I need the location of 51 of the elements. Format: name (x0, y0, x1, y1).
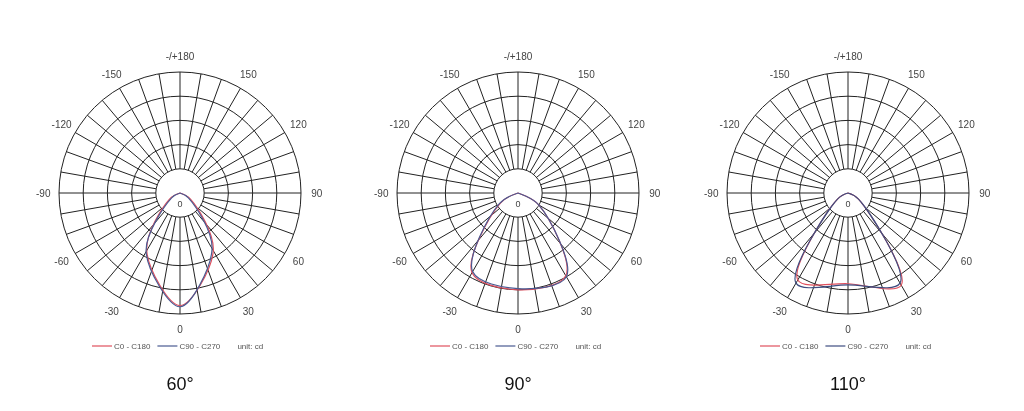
spoke-label: 0 (177, 199, 183, 209)
spoke-label: 150 (578, 69, 596, 81)
text: 90° (504, 374, 532, 394)
spoke-label: -150 (439, 69, 461, 81)
spoke-label: 120 (290, 119, 308, 131)
spoke-label: -150 (101, 69, 123, 81)
legend-label: C90 - C270 (517, 342, 559, 351)
legend-label: C0 - C180 (452, 342, 490, 351)
spoke-label: 120 (628, 119, 646, 131)
legend-label: C0 - C180 (114, 342, 152, 351)
spoke-label: 60 (630, 255, 643, 267)
text: 60° (166, 374, 194, 394)
text: unit: cd (575, 342, 602, 351)
spoke-label: -60 (392, 255, 408, 267)
spoke-label: 0 (515, 199, 521, 209)
spoke-label: -60 (722, 255, 738, 267)
spoke-label: -120 (719, 119, 741, 131)
text: unit: cd (905, 342, 932, 351)
spoke-label: 0 (845, 199, 851, 209)
spoke-label: -150 (769, 69, 791, 81)
legend-label: C90 - C270 (179, 342, 221, 351)
legend-label: C0 - C180 (782, 342, 820, 351)
spoke-label: -/+180 (833, 50, 863, 62)
spoke-label: 90 (311, 187, 323, 199)
spoke-label: 120 (958, 119, 976, 131)
text: 0 (845, 324, 852, 336)
legend-label: C90 - C270 (847, 342, 889, 351)
spoke-label: -/+180 (503, 50, 533, 62)
spoke-label: -/+180 (165, 50, 195, 62)
spoke-label: 30 (580, 305, 593, 317)
spoke-label: 150 (240, 69, 258, 81)
spoke-label: 90 (649, 187, 661, 199)
spoke-label: 30 (242, 305, 255, 317)
spoke-label: -60 (54, 255, 70, 267)
spoke-label: 30 (910, 305, 923, 317)
spoke-label: 60 (960, 255, 973, 267)
spoke-label: 150 (908, 69, 926, 81)
spoke-label: -120 (51, 119, 73, 131)
text: 0 (515, 324, 522, 336)
spoke-label: 90 (979, 187, 991, 199)
text: 110° (830, 374, 866, 394)
text: 0 (177, 324, 184, 336)
text: unit: cd (237, 342, 264, 351)
spoke-label: -120 (389, 119, 411, 131)
spoke-label: 60 (292, 255, 305, 267)
spoke-label: -90 (374, 187, 389, 199)
spoke-label: -90 (36, 187, 51, 199)
spoke-label: -30 (104, 305, 120, 317)
spoke-label: -30 (442, 305, 458, 317)
spoke-label: -30 (772, 305, 788, 317)
spoke-label: -90 (704, 187, 719, 199)
